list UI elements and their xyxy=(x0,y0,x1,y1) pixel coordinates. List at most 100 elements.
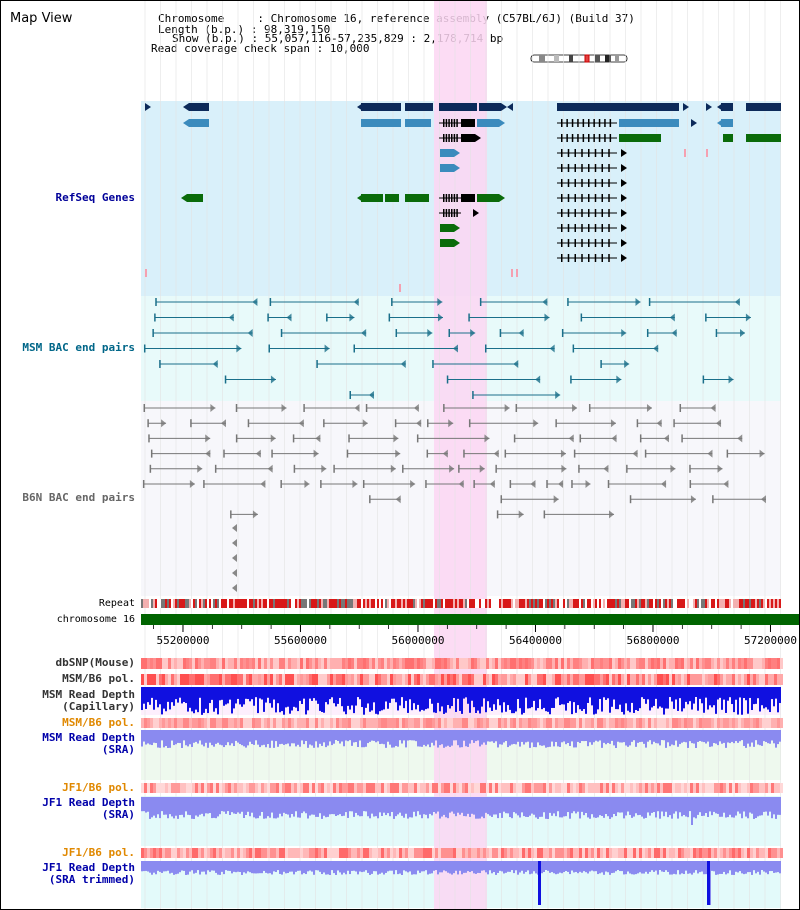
dbsnp-cell xyxy=(477,658,480,669)
msm-pol-cell xyxy=(390,674,393,685)
jf1-sra-depth-bar xyxy=(697,797,699,815)
msm-sra-depth-bar xyxy=(625,730,627,746)
dbsnp-cell xyxy=(270,658,273,669)
msm-sra-depth-bar xyxy=(595,730,597,741)
gene-exon xyxy=(561,134,563,142)
jf1-trim-depth-bar xyxy=(713,861,715,872)
msm-cap-depth-bar xyxy=(351,687,353,706)
jf1-pol-cell xyxy=(258,783,261,793)
jf1-pol2-cell xyxy=(624,848,627,858)
jf1-sra-depth-bar xyxy=(587,797,589,818)
msm-cap-depth-bar xyxy=(715,687,717,714)
jf1-pol-cell xyxy=(705,783,708,793)
gene-exon xyxy=(581,224,583,232)
msm-pol-cell xyxy=(285,674,288,685)
msm-cap-depth-bar xyxy=(773,687,775,707)
msm-pol-cell xyxy=(276,674,279,685)
msm-pol2-cell xyxy=(645,718,648,728)
repeat-mark xyxy=(517,599,519,608)
msm-pol-cell xyxy=(198,674,201,685)
dbsnp-cell xyxy=(162,658,165,669)
jf1-pol2-cell xyxy=(243,848,246,858)
jf1-pol2-cell xyxy=(618,848,621,858)
jf1-pol-cell xyxy=(288,783,291,793)
msm-cap-depth-bar xyxy=(277,687,279,704)
repeat-mark xyxy=(225,599,227,608)
repeat-mark xyxy=(473,599,475,608)
jf1-trim-depth-bar xyxy=(777,861,779,873)
msm-cap-depth-bar xyxy=(557,687,559,698)
repeat-mark xyxy=(369,599,371,608)
jf1-pol-cell xyxy=(534,783,537,793)
repeat-mark xyxy=(563,599,565,608)
gene-exon xyxy=(601,254,603,262)
dbsnp-cell xyxy=(396,658,399,669)
jf1-sra-depth-bar xyxy=(455,797,457,817)
dbsnp-cell xyxy=(540,658,543,669)
jf1-sra-depth-bar xyxy=(727,797,729,818)
msm-pol-cell xyxy=(261,674,264,685)
track-label-msm-bac[interactable]: MSM BAC end pairs xyxy=(22,341,135,354)
dbsnp-cell xyxy=(171,658,174,669)
track-label-b6n-bac[interactable]: B6N BAC end pairs xyxy=(22,491,135,504)
jf1-trim-depth-bar xyxy=(565,861,567,872)
jf1-trim-depth-bar xyxy=(351,861,353,871)
jf1-pol2-cell xyxy=(639,848,642,858)
jf1-sra-depth-bar xyxy=(177,797,179,819)
jf1-pol2-cell xyxy=(363,848,366,858)
jf1-pol2-cell xyxy=(300,848,303,858)
gene-exon xyxy=(588,164,590,172)
jf1-trim-depth-bar xyxy=(313,861,315,875)
bac-end xyxy=(723,480,729,488)
jf1-trim-depth-bar xyxy=(549,861,551,873)
jf1-sra-depth-bar xyxy=(715,797,717,814)
jf1-sra-depth-bar xyxy=(669,797,671,816)
jf1-sra-depth-bar xyxy=(709,797,711,812)
dbsnp-cell xyxy=(246,658,249,669)
gene-exon xyxy=(608,164,610,172)
msm-sra-depth-bar xyxy=(365,730,367,747)
jf1-trim-depth-bar xyxy=(461,861,463,875)
gene-exon xyxy=(581,209,583,217)
jf1-sra-depth-bar xyxy=(551,797,553,816)
msm-sra-depth-bar xyxy=(757,730,759,745)
msm-sra-depth-bar xyxy=(403,730,405,741)
gene-strand-arrow xyxy=(621,209,627,217)
msm-cap-depth-bar xyxy=(575,687,577,713)
msm-pol-cell xyxy=(444,674,447,685)
repeat-mark xyxy=(263,599,265,608)
msm-sra-depth-bar xyxy=(407,730,409,741)
msm-cap-depth-bar xyxy=(239,687,241,705)
jf1-pol2-cell xyxy=(765,848,768,858)
track-label-refseq[interactable]: RefSeq Genes xyxy=(55,191,135,204)
msm-cap-depth-bar xyxy=(627,687,629,711)
repeat-mark xyxy=(355,599,357,608)
msm-sra-depth-bar xyxy=(247,730,249,746)
msm-cap-depth-bar xyxy=(665,687,667,709)
msm-pol2-cell xyxy=(318,718,321,728)
msm-sra-depth-bar xyxy=(227,730,229,743)
msm-cap-depth-bar xyxy=(507,687,509,706)
jf1-trim-depth-bar xyxy=(325,861,327,875)
jf1-trim-depth-bar xyxy=(249,861,251,873)
repeat-mark xyxy=(749,599,751,608)
jf1-trim-depth-bar xyxy=(663,861,665,872)
jf1-sra-depth-bar xyxy=(701,797,703,816)
jf1-pol-cell xyxy=(585,783,588,793)
gene-exon xyxy=(588,179,590,187)
jf1-pol-cell xyxy=(651,783,654,793)
msm-pol2-cell xyxy=(333,718,336,728)
msm-sra-depth-bar xyxy=(511,730,513,745)
msm-pol-cell xyxy=(753,674,756,685)
jf1-sra-depth-bar xyxy=(769,797,771,812)
jf1-pol-cell xyxy=(750,783,753,793)
msm-cap-depth-bar xyxy=(511,687,513,714)
msm-sra-depth-bar xyxy=(701,730,703,742)
dbsnp-cell xyxy=(189,658,192,669)
jf1-trim-depth-bar xyxy=(253,861,255,874)
dbsnp-cell xyxy=(765,658,768,669)
msm-sra-depth-bar xyxy=(359,730,361,741)
jf1-trim-depth-bar xyxy=(159,861,161,872)
jf1-trim-depth-bar xyxy=(683,861,685,875)
